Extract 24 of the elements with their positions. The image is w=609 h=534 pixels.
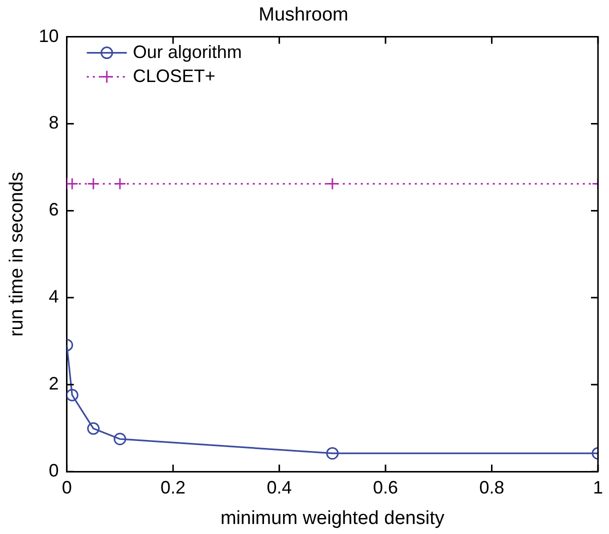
- chart-title: Mushroom: [258, 4, 348, 26]
- legend-label: CLOSET+: [132, 66, 216, 86]
- point: [87, 422, 100, 435]
- y-tick-label: 10: [38, 26, 59, 46]
- y-tick-label: 6: [48, 200, 59, 220]
- y-axis-title: run time in seconds: [6, 172, 28, 337]
- x-tick-label: 0: [62, 477, 72, 498]
- legend-label: Our algorithm: [132, 42, 242, 62]
- y-tick-label: 4: [48, 286, 59, 307]
- x-tick-label: 0.6: [373, 477, 398, 498]
- x-tick-label: 0.2: [160, 477, 186, 498]
- x-tick-label: 1: [592, 477, 603, 498]
- y-tick-label: 2: [48, 374, 59, 394]
- x-tick-label: 0.8: [479, 477, 504, 498]
- point: [66, 178, 78, 190]
- y-tick-label: 0: [48, 460, 59, 481]
- y-tick-label: 8: [48, 112, 59, 133]
- x-tick-label: 0.4: [266, 477, 292, 498]
- point: [114, 432, 126, 446]
- point: [87, 178, 100, 190]
- point: [114, 178, 126, 190]
- point: [326, 447, 339, 460]
- point: [66, 388, 78, 402]
- x-axis-title: minimum weighted density: [220, 508, 445, 529]
